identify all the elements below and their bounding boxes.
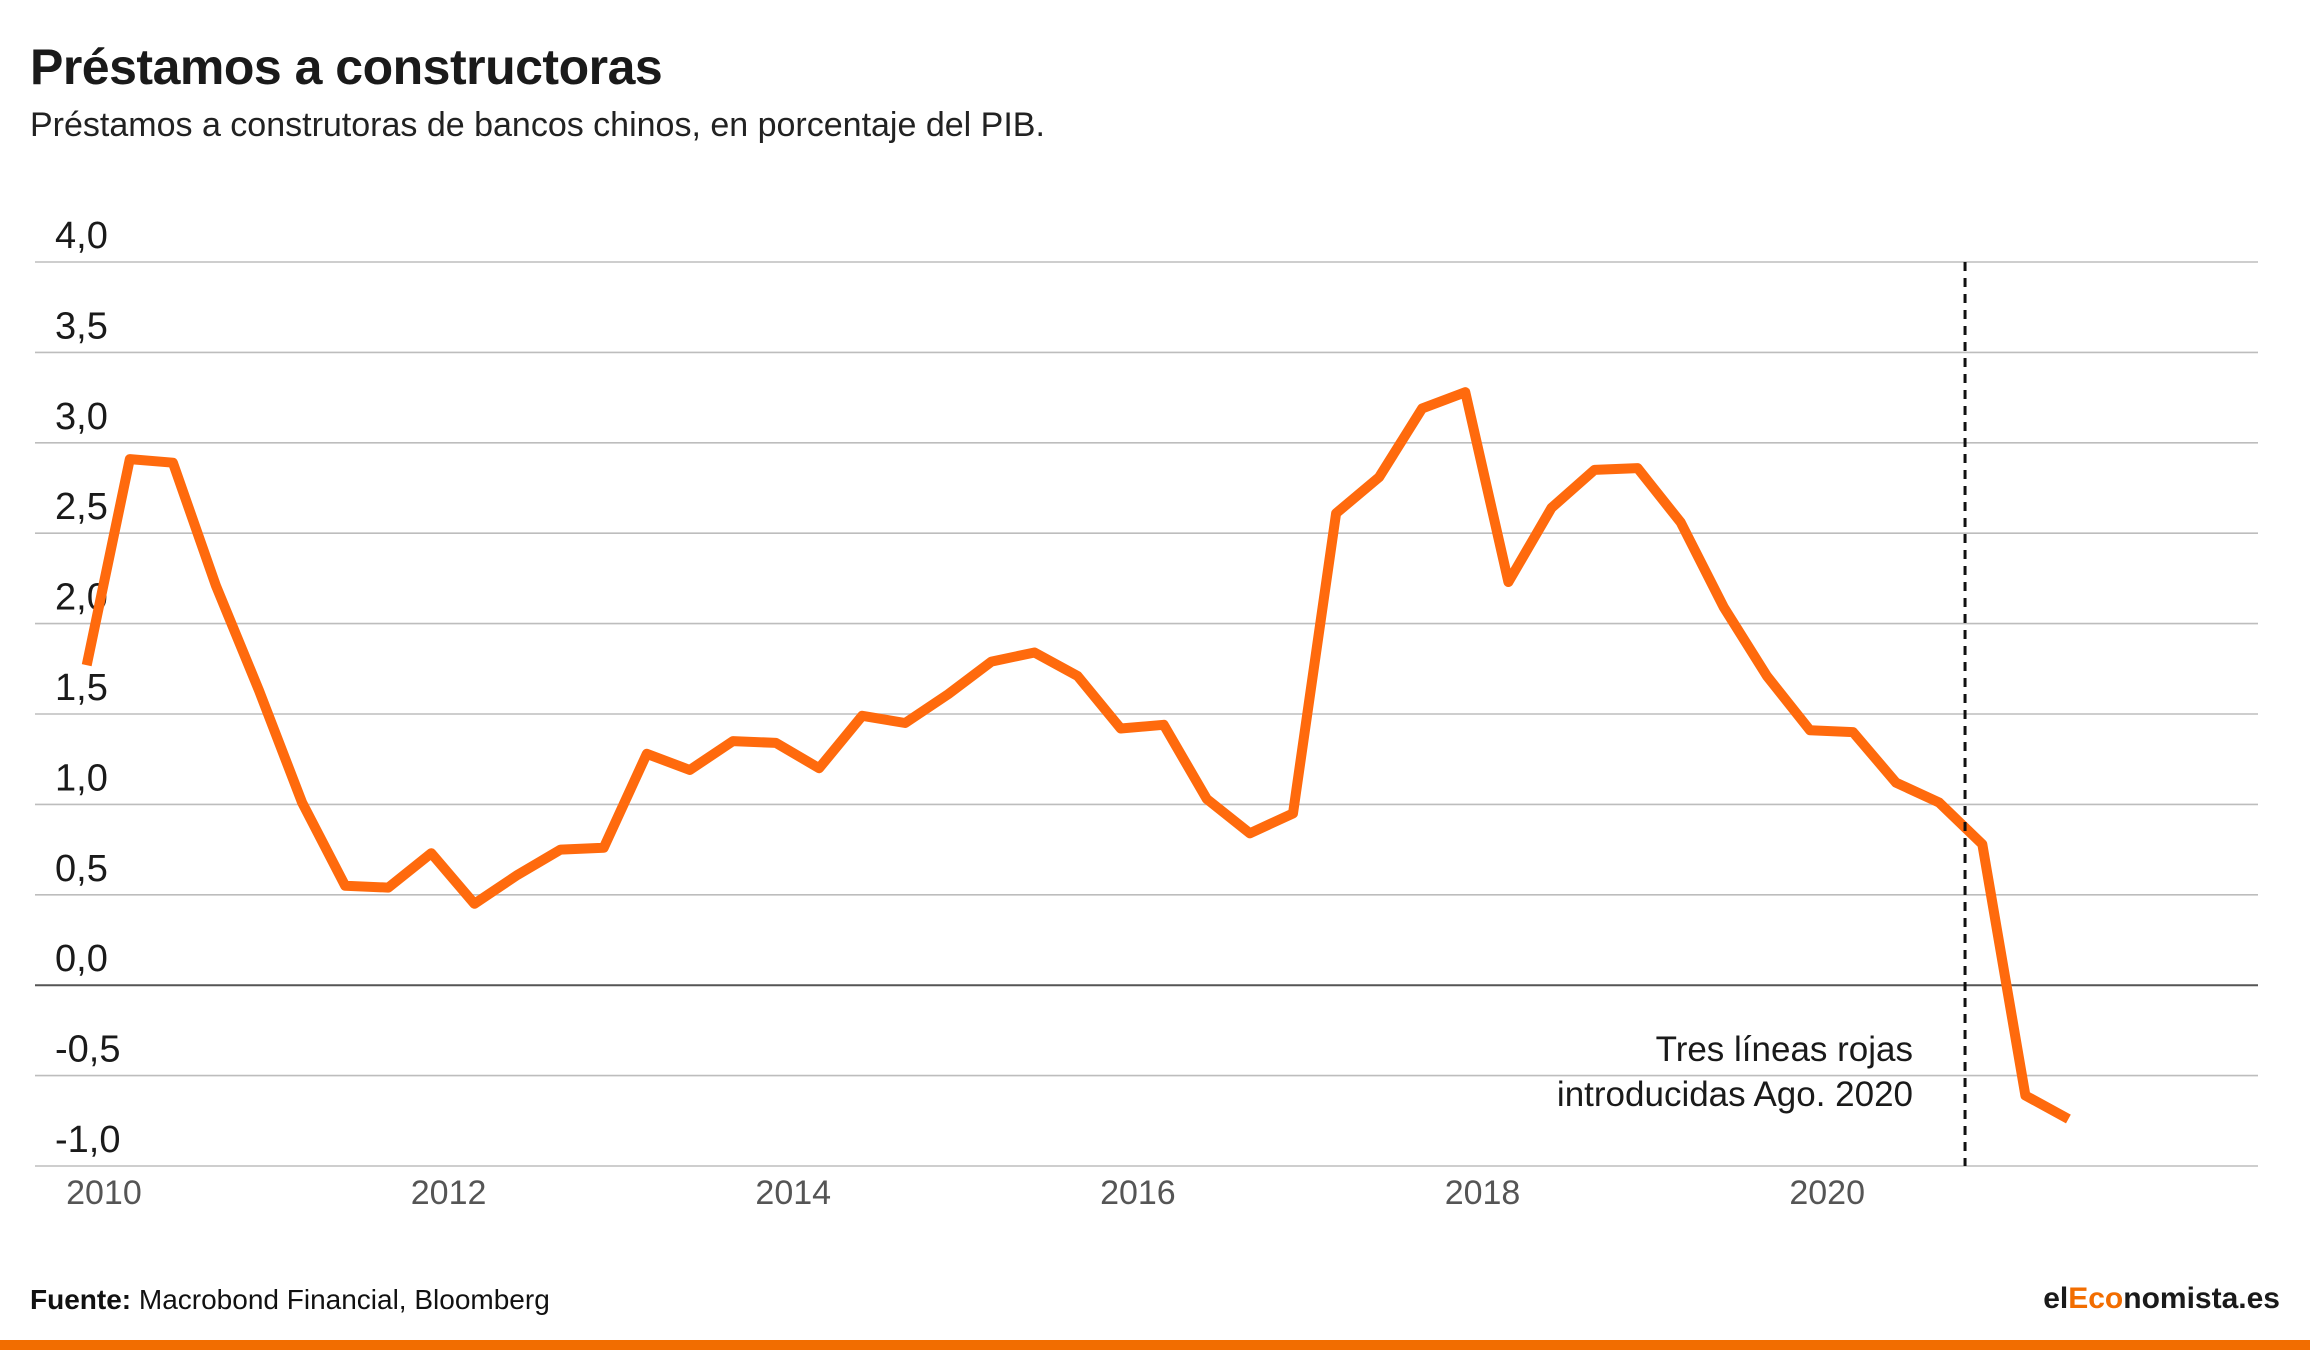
x-tick-label: 2018 [1445,1174,1521,1212]
y-tick-label: -1,0 [55,1119,120,1161]
annotation-text: introducidas Ago. 2020 [1557,1075,1913,1114]
y-tick-label: 3,5 [55,305,108,347]
y-tick-label: 1,5 [55,667,108,709]
y-tick-label: 1,0 [55,757,108,799]
y-tick-label: 3,0 [55,396,108,438]
x-axis-ticks: 2010 2012 2014 2016 2018 2020 [66,1174,1865,1212]
series-layer [81,387,2071,1124]
source-note: Fuente: Macrobond Financial, Bloomberg [30,1284,550,1316]
y-tick-label: -0,5 [55,1029,120,1071]
y-axis-ticks: 4,03,53,02,52,01,51,00,50,0-0,5-1,0 [55,215,120,1161]
x-tick-label: 2016 [1100,1174,1176,1212]
source-label: Fuente: [30,1284,132,1315]
brand-suffix: nomista.es [2123,1282,2280,1315]
y-tick-label: 2,5 [55,486,108,528]
x-tick-label: 2014 [755,1174,831,1212]
source-text: Macrobond Financial, Bloomberg [131,1284,550,1315]
y-tick-label: 4,0 [55,215,108,257]
bottom-accent-bar [0,1340,2310,1350]
brand-prefix: el [2043,1282,2069,1315]
x-tick-label: 2012 [411,1174,487,1212]
y-tick-label: 0,0 [55,938,108,980]
brand-logo[interactable]: elEconomista.es [2043,1282,2280,1316]
x-tick-label: 2010 [66,1174,142,1212]
chart-title: Préstamos a constructoras [30,39,663,95]
y-tick-label: 0,5 [55,848,108,890]
chart-subtitle: Préstamos a construtoras de bancos chino… [30,106,1045,144]
grid-lines [35,261,2258,1167]
series-line [81,387,2071,1124]
x-tick-label: 2020 [1789,1174,1865,1212]
annotation-text: Tres líneas rojas [1656,1030,1913,1069]
annotation-layer: Tres líneas rojas introducidas Ago. 2020 [1557,262,1967,1166]
brand-accent: Eco [2068,1282,2124,1315]
